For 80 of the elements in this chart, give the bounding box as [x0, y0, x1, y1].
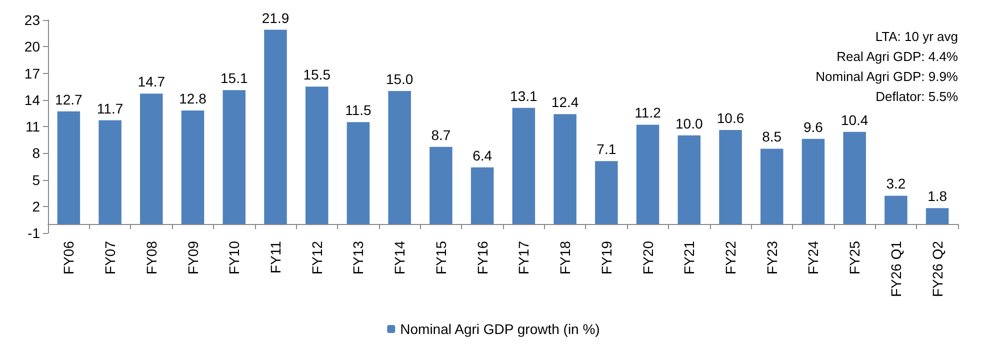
x-tick-label: FY24: [805, 240, 822, 274]
x-tick-label: FY08: [143, 240, 160, 274]
x-tick-label: FY26 Q2: [929, 240, 946, 298]
bar: [346, 122, 370, 224]
bar: [926, 208, 949, 224]
data-label: 12.8: [179, 90, 207, 107]
x-tick-label: FY07: [102, 240, 118, 274]
y-tick-label: 14: [24, 92, 40, 108]
data-label: 10.4: [840, 112, 868, 128]
data-label: 11.5: [345, 102, 372, 118]
x-tick-label: FY12: [308, 240, 325, 274]
y-tick-label: 2: [32, 198, 40, 214]
bar: [512, 108, 536, 224]
y-tick-label: 23: [24, 12, 40, 28]
data-label: 10.0: [676, 115, 703, 132]
y-tick-label: 11: [25, 118, 40, 134]
y-tick-label: 5: [32, 172, 40, 188]
x-tick-label: FY15: [432, 240, 449, 274]
bar: [884, 196, 908, 224]
bar: [140, 94, 163, 224]
legend-label: Nominal Agri GDP growth (in %): [400, 321, 600, 337]
y-tick-label: -1: [28, 225, 40, 241]
data-label: 15.5: [303, 66, 331, 83]
bar: [98, 120, 122, 224]
x-tick-label: FY26 Q1: [888, 240, 904, 298]
x-tick-label: FY18: [557, 240, 574, 274]
x-tick-label: FY25: [846, 240, 863, 274]
x-tick-label: FY21: [681, 240, 698, 274]
data-label: 8.5: [762, 128, 782, 145]
x-tick-label: FY06: [60, 240, 77, 274]
bar: [430, 146, 452, 224]
y-tick-label: 17: [24, 65, 40, 82]
data-label: 21.9: [262, 10, 290, 26]
bar: [305, 86, 328, 224]
bar: [222, 90, 246, 224]
data-label: 11.2: [634, 104, 662, 121]
x-tick-label: FY10: [226, 240, 242, 274]
y-tick-label: 20: [24, 38, 40, 55]
annotation: Deflator: 5.5%: [876, 89, 958, 104]
bar: [57, 111, 80, 224]
annotation: LTA: 10 yr avg: [875, 29, 958, 44]
data-label: 1.8: [928, 188, 948, 204]
x-tick-label: FY09: [184, 240, 201, 274]
x-tick-label: FY20: [640, 240, 656, 274]
bar: [636, 124, 660, 224]
data-label: 13.1: [510, 88, 538, 104]
data-label: 8.7: [431, 126, 451, 143]
y-tick-label: 8: [32, 145, 40, 162]
x-tick-label: FY11: [268, 240, 284, 274]
data-label: 9.6: [803, 118, 824, 135]
data-label: 12.4: [551, 94, 579, 110]
annotation: Nominal Agri GDP: 9.9%: [816, 69, 958, 84]
bar: [470, 167, 494, 224]
data-label: 3.2: [886, 176, 906, 192]
data-label: 14.7: [138, 74, 166, 90]
bar: [719, 130, 742, 224]
x-tick-label: FY14: [392, 240, 408, 274]
x-tick-label: FY23: [764, 240, 780, 274]
bar: [388, 91, 411, 224]
bar: [678, 135, 701, 224]
x-tick-label: FY19: [598, 240, 614, 274]
data-label: 15.1: [220, 70, 248, 86]
x-tick-label: FY13: [350, 240, 366, 274]
bar: [264, 30, 287, 224]
x-tick-label: FY17: [516, 240, 532, 274]
bar: [802, 138, 825, 224]
annotation: Real Agri GDP: 4.4%: [836, 49, 958, 64]
data-label: 11.7: [96, 100, 124, 116]
data-label: 15.0: [386, 71, 414, 87]
data-label: 12.7: [55, 91, 83, 108]
data-label: 6.4: [472, 147, 492, 164]
data-label: 10.6: [716, 110, 744, 126]
data-label: 7.1: [596, 141, 616, 158]
bar: [760, 148, 784, 224]
x-tick-label: FY16: [474, 240, 490, 274]
bar: [181, 110, 204, 224]
bar: [595, 161, 618, 224]
bar: [554, 114, 576, 224]
bar: [843, 132, 866, 224]
x-tick-label: FY22: [722, 240, 738, 274]
